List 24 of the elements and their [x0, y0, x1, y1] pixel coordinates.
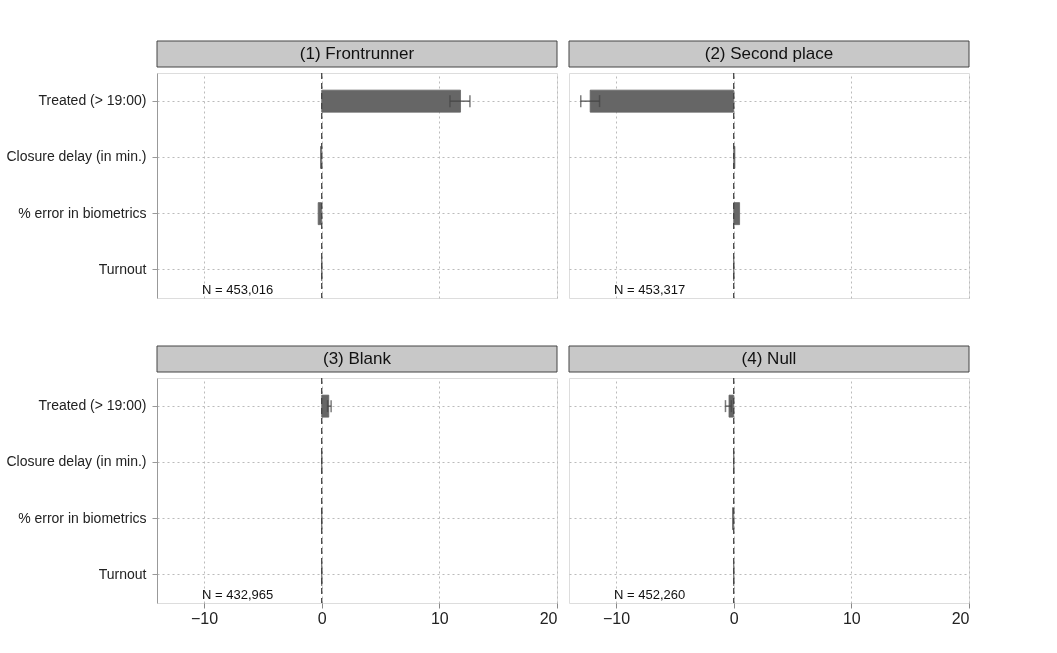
x-tick-label: 10: [430, 609, 449, 627]
x-tick-label: −10: [190, 609, 219, 627]
x-tick-label: 0: [729, 609, 739, 627]
y-tick-label: Treated (> 19:00): [38, 397, 147, 414]
x-tick-label: 20: [539, 609, 558, 627]
annotation: N = 452,260: [614, 587, 686, 602]
chart-title: (4) Null: [741, 349, 797, 368]
chart-title: (2) Second place: [704, 44, 834, 63]
x-tick-label: −10: [602, 609, 631, 627]
chart-title: (3) Blank: [322, 349, 392, 368]
x-tick-label: 0: [317, 609, 327, 627]
y-tick-label: Closure delay (in min.): [6, 453, 147, 470]
annotation: N = 453,317: [614, 282, 686, 297]
chart-title: (1) Frontrunner: [299, 44, 415, 63]
y-tick-label: Treated (> 19:00): [38, 92, 147, 109]
y-tick-label: Turnout: [98, 565, 147, 582]
annotation: N = 432,965: [202, 587, 274, 602]
x-tick-label: 20: [951, 609, 970, 627]
x-tick-label: 10: [842, 609, 861, 627]
y-tick-label: % error in biometrics: [18, 204, 147, 221]
y-tick-label: % error in biometrics: [18, 509, 147, 526]
annotation: N = 453,016: [202, 282, 274, 297]
y-tick-label: Closure delay (in min.): [6, 148, 147, 165]
y-tick-label: Turnout: [98, 260, 147, 277]
